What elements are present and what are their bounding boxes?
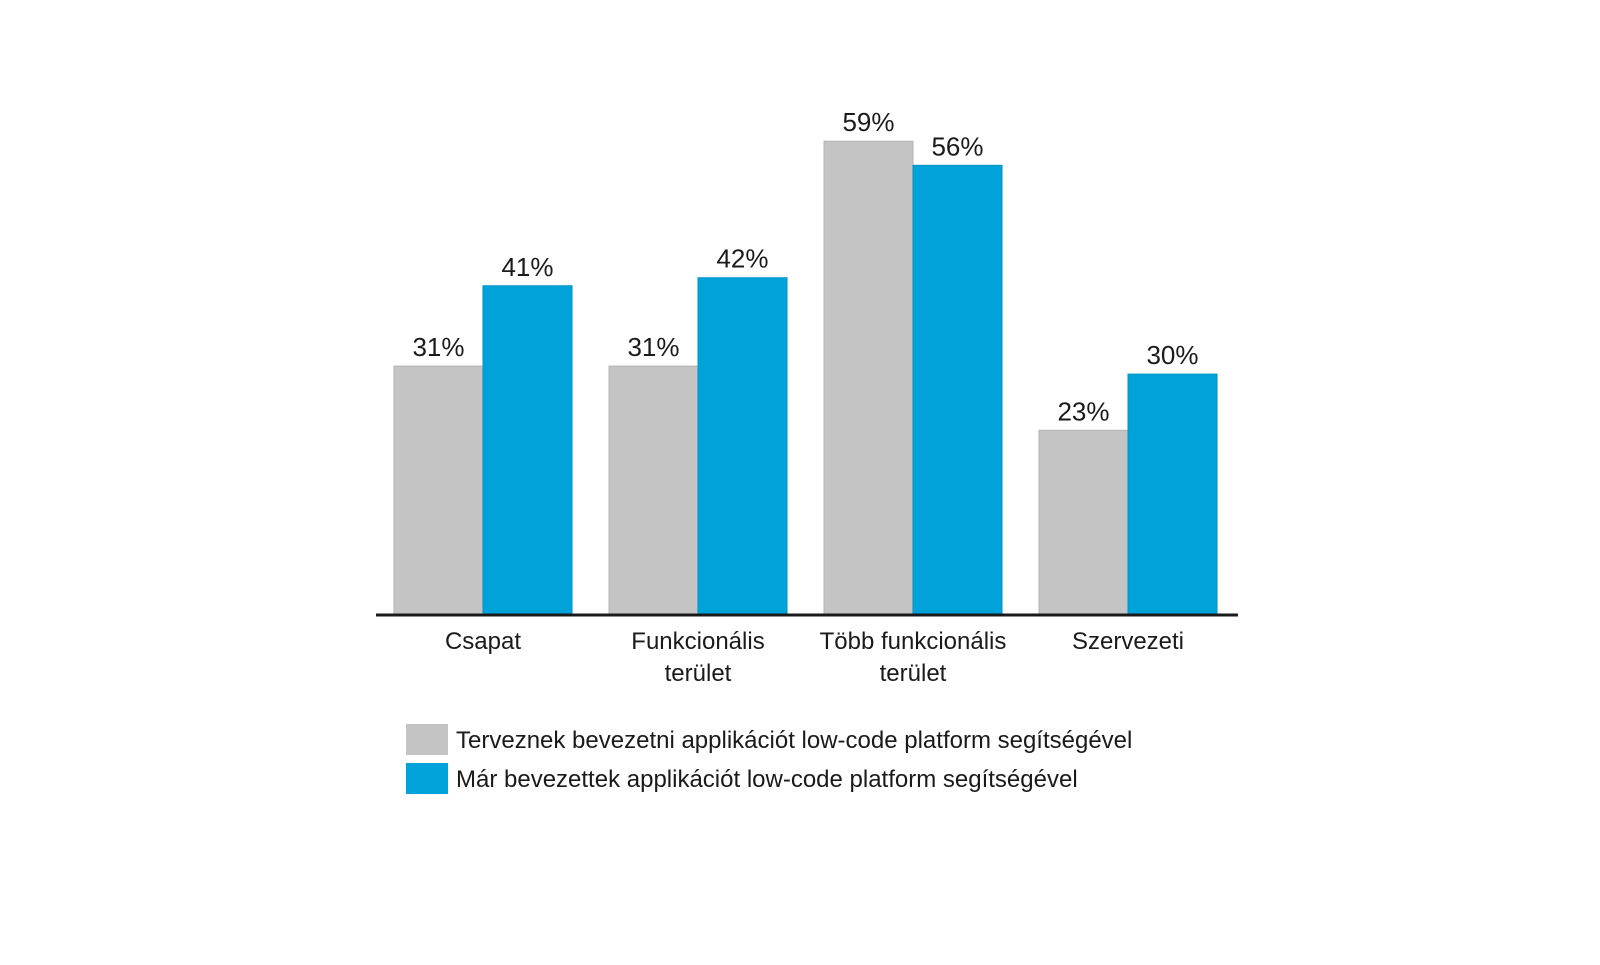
category-label: Több funkcionális xyxy=(820,628,1007,655)
value-label: 31% xyxy=(627,332,679,362)
value-label: 42% xyxy=(716,244,768,274)
category-label: Szervezeti xyxy=(1072,628,1184,655)
bar-planned-0 xyxy=(393,365,484,616)
value-label: 59% xyxy=(842,107,894,137)
category-label: Funkcionális xyxy=(631,628,764,655)
value-label: 23% xyxy=(1057,396,1109,426)
value-label: 41% xyxy=(501,252,553,282)
legend-swatch-implemented xyxy=(406,763,448,794)
category-label: Csapat xyxy=(445,628,521,655)
bar-implemented-3 xyxy=(1127,373,1218,616)
bar-planned-3 xyxy=(1038,429,1129,616)
value-label: 31% xyxy=(412,332,464,362)
bar-planned-2 xyxy=(823,140,914,616)
bar-implemented-0 xyxy=(482,285,573,616)
legend-label: Már bevezettek applikációt low-code plat… xyxy=(456,766,1078,793)
bar-implemented-2 xyxy=(912,164,1003,616)
bar-implemented-1 xyxy=(697,277,788,616)
legend-label: Terveznek bevezetni applikációt low-code… xyxy=(456,727,1132,754)
value-label: 30% xyxy=(1146,340,1198,370)
category-label: terület xyxy=(880,660,947,687)
value-label: 56% xyxy=(931,131,983,161)
bar-planned-1 xyxy=(608,365,699,616)
category-label: terület xyxy=(665,660,732,687)
legend-swatch-planned xyxy=(406,724,448,755)
